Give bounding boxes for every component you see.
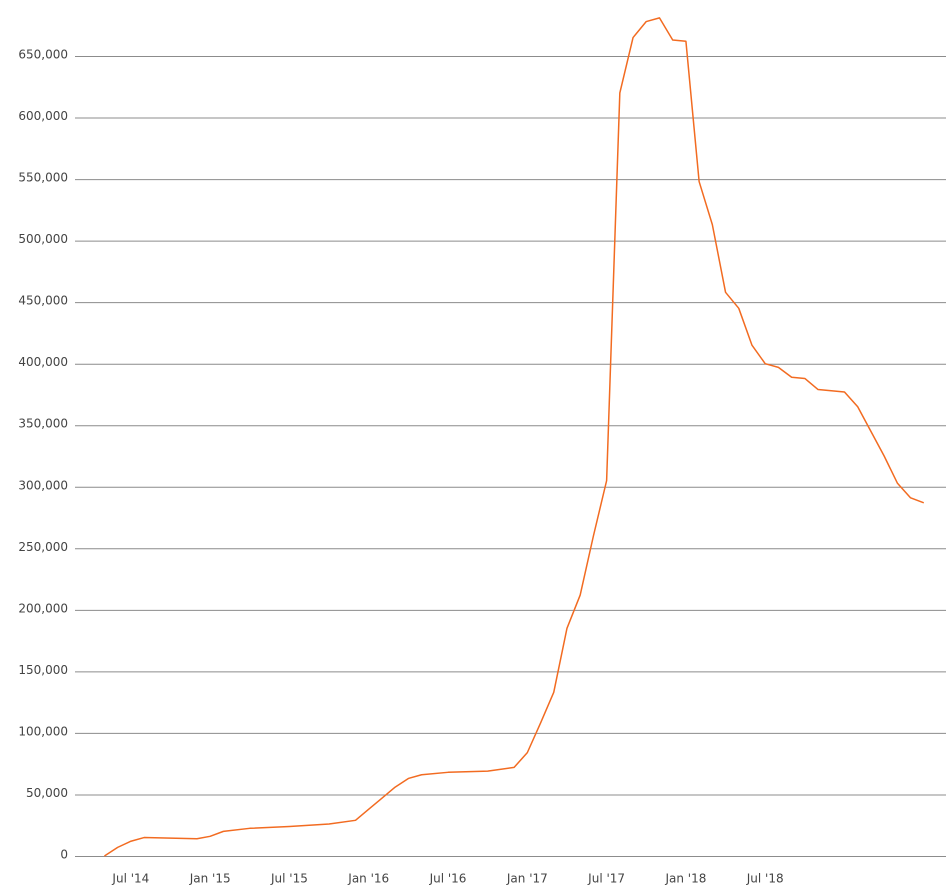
y-tick-label: 50,000 [26, 786, 68, 800]
y-tick-label: 150,000 [18, 663, 68, 677]
y-tick-label: 400,000 [18, 355, 68, 369]
y-tick-label: 450,000 [18, 294, 68, 308]
x-tick-label: Jan '15 [189, 872, 231, 886]
y-tick-label: 350,000 [18, 417, 68, 431]
x-tick-label: Jan '18 [664, 872, 706, 886]
y-tick-label: 650,000 [18, 48, 68, 62]
x-tick-label: Jul '16 [429, 872, 467, 886]
x-tick-label: Jan '16 [347, 872, 389, 886]
y-tick-label: 100,000 [18, 724, 68, 738]
x-tick-label: Jul '15 [270, 872, 308, 886]
y-tick-label: 500,000 [18, 232, 68, 246]
y-tick-label: 0 [60, 848, 68, 862]
y-tick-label: 600,000 [18, 109, 68, 123]
x-tick-label: Jan '17 [506, 872, 548, 886]
y-tick-label: 200,000 [18, 601, 68, 615]
y-tick-label: 550,000 [18, 171, 68, 185]
x-tick-label: Jul '17 [587, 872, 625, 886]
y-tick-label: 250,000 [18, 540, 68, 554]
x-tick-label: Jul '18 [746, 872, 784, 886]
data-line [104, 17, 925, 857]
x-tick-label: Jul '14 [111, 872, 149, 886]
y-tick-label: 300,000 [18, 478, 68, 492]
